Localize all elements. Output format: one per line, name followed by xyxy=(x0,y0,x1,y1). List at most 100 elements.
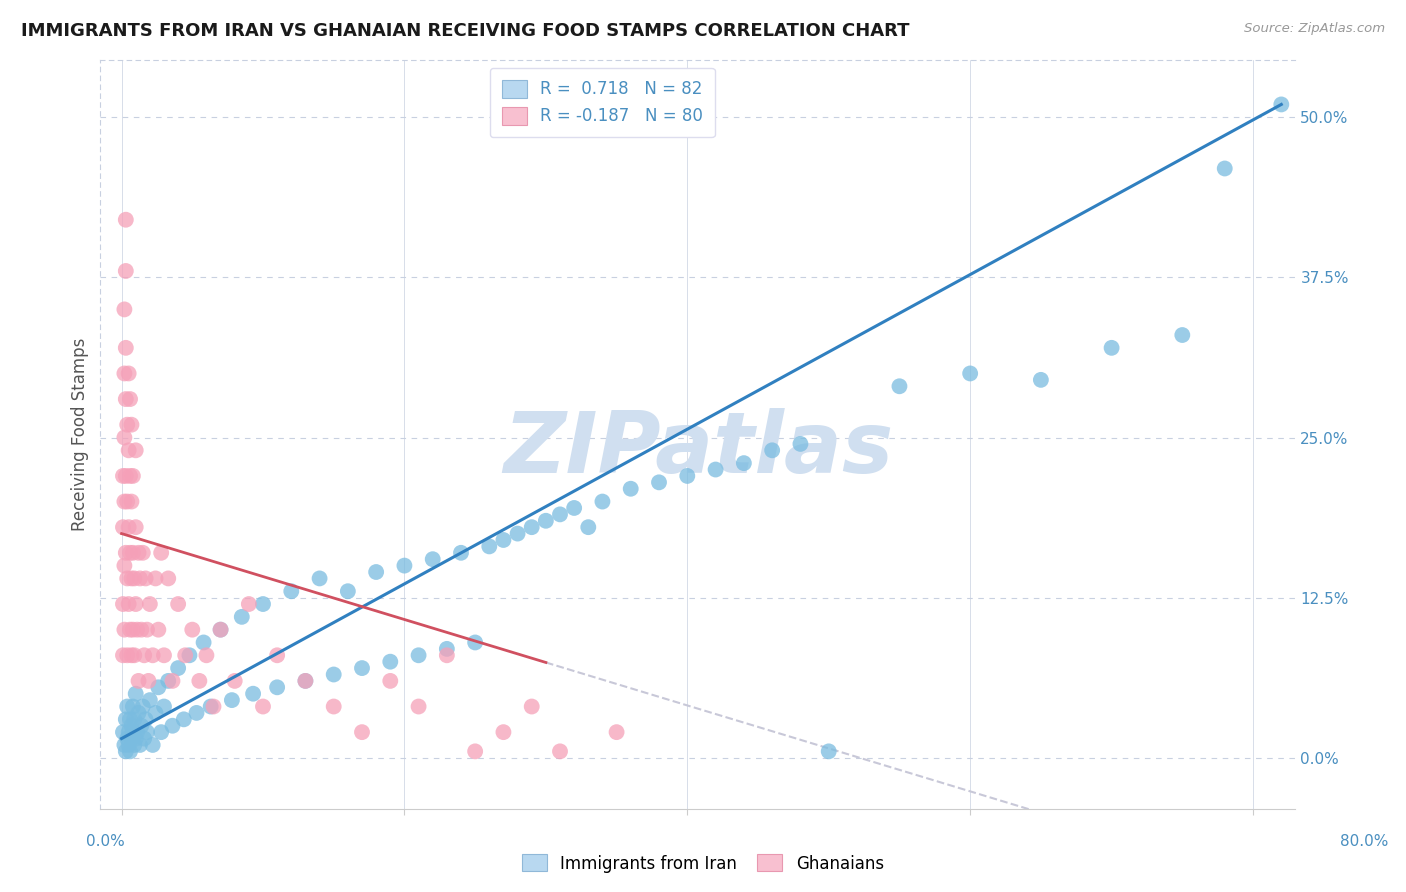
Point xyxy=(112,494,135,508)
Point xyxy=(118,546,141,560)
Point xyxy=(118,469,141,483)
Point xyxy=(127,623,149,637)
Point xyxy=(436,641,458,656)
Point xyxy=(134,648,156,663)
Point xyxy=(125,687,148,701)
Point xyxy=(478,540,501,554)
Point xyxy=(548,744,571,758)
Point xyxy=(195,648,218,663)
Point xyxy=(121,648,143,663)
Point xyxy=(115,699,138,714)
Point xyxy=(127,725,149,739)
Point xyxy=(322,667,344,681)
Point xyxy=(139,597,162,611)
Point xyxy=(350,725,373,739)
Point xyxy=(167,597,190,611)
Point xyxy=(118,623,141,637)
Point xyxy=(704,462,727,476)
Point xyxy=(224,673,246,688)
Point xyxy=(111,725,134,739)
Point xyxy=(117,738,139,752)
Point xyxy=(380,673,402,688)
Point xyxy=(174,648,197,663)
Point xyxy=(128,546,150,560)
Point xyxy=(122,469,145,483)
Point xyxy=(548,508,571,522)
Point xyxy=(125,597,148,611)
Point xyxy=(889,379,911,393)
Point xyxy=(252,699,274,714)
Point xyxy=(153,648,176,663)
Point xyxy=(350,661,373,675)
Point xyxy=(266,648,288,663)
Point xyxy=(322,699,344,714)
Point xyxy=(294,673,316,688)
Point xyxy=(1101,341,1123,355)
Point xyxy=(114,744,136,758)
Point xyxy=(139,693,162,707)
Point xyxy=(114,341,136,355)
Point xyxy=(115,571,138,585)
Point xyxy=(157,571,180,585)
Point xyxy=(186,706,208,720)
Point xyxy=(620,482,643,496)
Point xyxy=(520,699,543,714)
Point xyxy=(266,681,288,695)
Point xyxy=(959,367,981,381)
Point xyxy=(121,719,143,733)
Point xyxy=(464,635,486,649)
Point xyxy=(117,367,139,381)
Point xyxy=(142,738,165,752)
Point xyxy=(231,610,253,624)
Text: 0.0%: 0.0% xyxy=(86,834,125,849)
Point xyxy=(112,623,135,637)
Point xyxy=(408,699,430,714)
Point xyxy=(115,494,138,508)
Point xyxy=(118,744,141,758)
Point xyxy=(142,648,165,663)
Point xyxy=(111,648,134,663)
Point xyxy=(562,500,585,515)
Point xyxy=(112,558,135,573)
Point xyxy=(148,623,170,637)
Point xyxy=(1171,328,1194,343)
Point xyxy=(761,443,783,458)
Point xyxy=(173,712,195,726)
Point xyxy=(817,744,839,758)
Point xyxy=(648,475,671,490)
Point xyxy=(150,546,173,560)
Point xyxy=(124,712,146,726)
Point xyxy=(135,712,157,726)
Point xyxy=(125,443,148,458)
Point xyxy=(464,744,486,758)
Point xyxy=(122,699,145,714)
Point xyxy=(136,725,159,739)
Point xyxy=(114,546,136,560)
Point xyxy=(129,571,152,585)
Point xyxy=(308,571,330,585)
Point xyxy=(145,571,167,585)
Point xyxy=(1270,97,1292,112)
Point xyxy=(121,731,143,746)
Point xyxy=(115,417,138,432)
Point xyxy=(576,520,599,534)
Point xyxy=(118,392,141,406)
Point xyxy=(188,673,211,688)
Point xyxy=(121,571,143,585)
Point xyxy=(125,731,148,746)
Point xyxy=(128,706,150,720)
Point xyxy=(124,738,146,752)
Point xyxy=(242,687,264,701)
Point xyxy=(492,725,515,739)
Point xyxy=(394,558,416,573)
Point xyxy=(115,731,138,746)
Text: IMMIGRANTS FROM IRAN VS GHANAIAN RECEIVING FOOD STAMPS CORRELATION CHART: IMMIGRANTS FROM IRAN VS GHANAIAN RECEIVI… xyxy=(21,22,910,40)
Point xyxy=(162,719,184,733)
Point xyxy=(157,673,180,688)
Point xyxy=(181,623,204,637)
Point xyxy=(591,494,613,508)
Point xyxy=(122,725,145,739)
Point xyxy=(117,725,139,739)
Point xyxy=(520,520,543,534)
Point xyxy=(436,648,458,663)
